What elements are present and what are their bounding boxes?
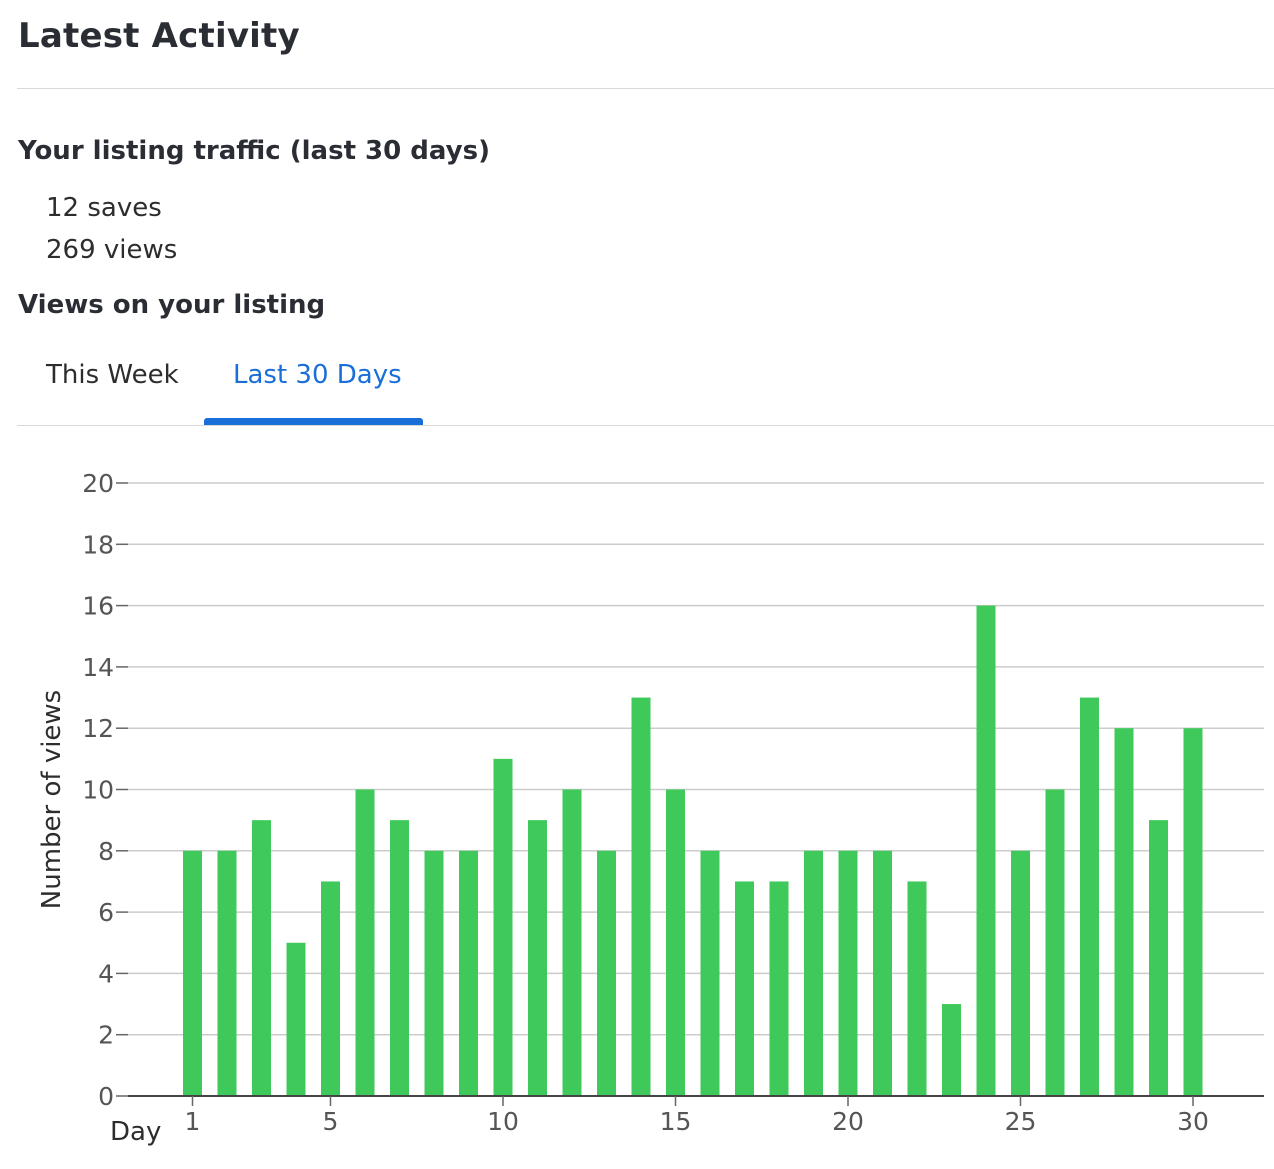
traffic-heading: Your listing traffic (last 30 days) [18,136,490,166]
page-title: Latest Activity [18,16,300,56]
bar [493,758,513,1096]
bar [907,881,927,1096]
bar [1011,850,1030,1096]
bar [1045,789,1065,1096]
bar [942,1004,961,1096]
bar [873,850,892,1096]
x-tick-label: 10 [487,1107,519,1136]
header-divider [17,88,1274,89]
bar [1183,728,1203,1096]
bar [631,697,651,1096]
y-tick-label: 0 [98,1082,114,1111]
bar [976,605,996,1096]
x-tick-label: 1 [185,1107,201,1136]
tab-last-30-days[interactable]: Last 30 Days [233,360,402,390]
bar [217,850,237,1096]
bar [597,850,616,1096]
x-axis-label: Day [110,1117,161,1147]
y-tick-label: 8 [98,837,114,866]
bar [424,850,444,1096]
bar [1114,728,1134,1096]
bar [838,850,858,1096]
bar [321,881,340,1096]
grid-layer [128,482,1264,1036]
y-tick-label: 4 [98,959,114,988]
bar [252,820,271,1096]
y-tick-label: 20 [82,469,114,498]
bar [459,850,478,1096]
y-tick-label: 6 [98,898,114,927]
bar [183,850,202,1096]
y-tick-label: 12 [82,714,114,743]
bar [355,789,375,1096]
tab-this-week[interactable]: This Week [46,360,179,390]
active-tab-indicator [204,418,423,425]
y-tick-label: 16 [82,592,114,621]
bar [769,881,789,1096]
x-tick-label: 30 [1177,1107,1209,1136]
bar [286,942,306,1096]
x-tick-label: 25 [1005,1107,1037,1136]
y-tick-label: 18 [82,530,114,559]
bar [700,850,720,1096]
x-tick-label: 5 [323,1107,339,1136]
x-tick-label: 15 [660,1107,692,1136]
x-tick-label: 20 [832,1107,864,1136]
tabs-divider [17,425,1274,426]
y-axis-label: Number of views [37,690,67,909]
y-tick-label: 10 [82,776,114,805]
views-heading: Views on your listing [18,290,326,320]
bar-layer [183,605,1203,1096]
bar [1149,820,1168,1096]
y-tick-label: 14 [82,653,114,682]
saves-count: 12 saves [46,193,162,223]
bar [390,820,409,1096]
bar [1080,697,1099,1096]
bar [562,789,582,1096]
bar [666,789,685,1096]
bar [735,881,754,1096]
bar [528,820,547,1096]
y-tick-label: 2 [98,1021,114,1050]
views-count: 269 views [46,235,178,265]
bar [804,850,823,1096]
